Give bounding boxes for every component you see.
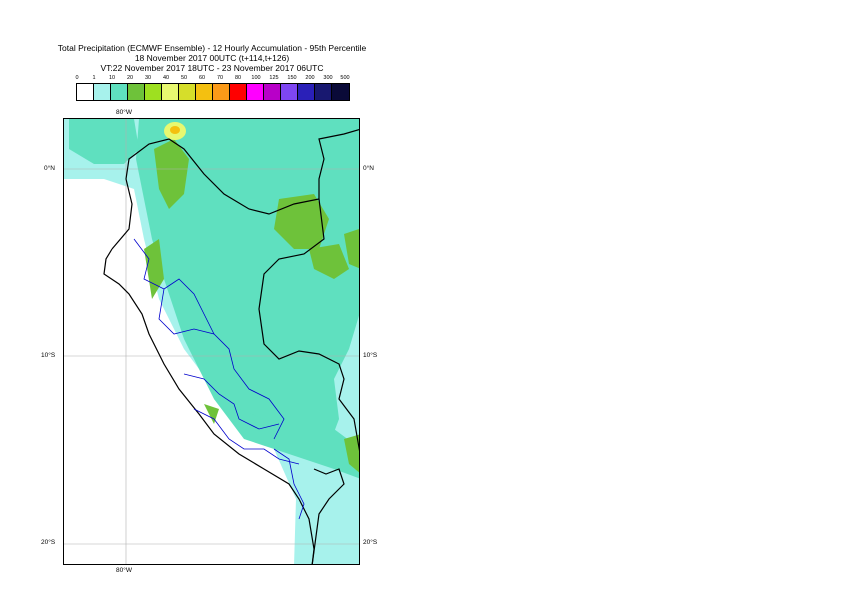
lon-label-top: 80°W [116, 109, 132, 116]
legend-swatch [196, 84, 213, 100]
legend-swatch [94, 84, 111, 100]
legend-label: 80 [234, 75, 242, 81]
precip-green-patch [204, 404, 219, 424]
lat-label-eq-left: 0°N [44, 165, 55, 172]
legend-label: 300 [323, 75, 333, 81]
admin-boundary [183, 373, 280, 430]
legend-swatch [179, 84, 196, 100]
precip-green-patch [344, 229, 359, 269]
country-border [258, 198, 359, 452]
legend-swatch [213, 84, 230, 100]
legend-label: 150 [287, 75, 297, 81]
map-canvas [64, 119, 359, 564]
legend-colorbar [76, 83, 350, 101]
lat-label-20s-right: 20°S [363, 539, 378, 546]
lat-label-10s-left: 10°S [41, 352, 56, 359]
legend-label: 60 [198, 75, 206, 81]
legend-label: 200 [305, 75, 315, 81]
precip-green-patch [309, 244, 349, 279]
legend-swatch [77, 84, 94, 100]
legend-swatch [281, 84, 298, 100]
admin-boundary [163, 278, 215, 335]
legend-label: 100 [251, 75, 261, 81]
precip-green-patch [344, 434, 359, 473]
admin-boundary [273, 448, 305, 520]
admin-boundary [193, 408, 300, 465]
precipitation-map[interactable] [63, 118, 360, 565]
legend-label: 30 [144, 75, 152, 81]
precip-teal-west [69, 119, 139, 164]
legend-swatch [247, 84, 264, 100]
legend-label: 0 [75, 75, 79, 81]
base-time: 18 November 2017 00UTC (t+114,t+126) [134, 53, 290, 63]
legend-swatch [332, 84, 349, 100]
precip-green-patch [144, 239, 164, 299]
lon-label-bottom: 80°W [116, 567, 132, 574]
legend-label: 50 [180, 75, 188, 81]
precip-green-patch [274, 194, 329, 249]
legend-labels: 0 1 10 20 30 40 50 60 70 80 100 125 150 … [70, 75, 360, 85]
precip-orange-cell [170, 126, 180, 134]
lat-label-20s-left: 20°S [41, 539, 56, 546]
lat-label-eq-right: 0°N [363, 165, 374, 172]
legend-swatch [145, 84, 162, 100]
legend-label: 20 [126, 75, 134, 81]
coastline [103, 248, 315, 564]
admin-boundary [133, 238, 285, 440]
country-border [111, 128, 359, 250]
lat-label-10s-right: 10°S [363, 352, 378, 359]
legend-swatch [230, 84, 247, 100]
legend-swatch [315, 84, 332, 100]
country-border [311, 468, 345, 564]
legend-label: 500 [340, 75, 350, 81]
legend-label: 1 [92, 75, 96, 81]
legend-swatch [298, 84, 315, 100]
valid-time: VT:22 November 2017 18UTC - 23 November … [100, 63, 324, 73]
legend-label: 40 [162, 75, 170, 81]
legend-swatch [128, 84, 145, 100]
legend-swatch [162, 84, 179, 100]
legend-label: 125 [269, 75, 279, 81]
precip-green-patch [154, 139, 189, 209]
legend-swatch [111, 84, 128, 100]
legend-label: 70 [216, 75, 224, 81]
legend-label: 10 [108, 75, 116, 81]
precip-teal-south [214, 399, 359, 479]
legend-swatch [264, 84, 281, 100]
chart-title: Total Precipitation (ECMWF Ensemble) - 1… [57, 43, 367, 53]
